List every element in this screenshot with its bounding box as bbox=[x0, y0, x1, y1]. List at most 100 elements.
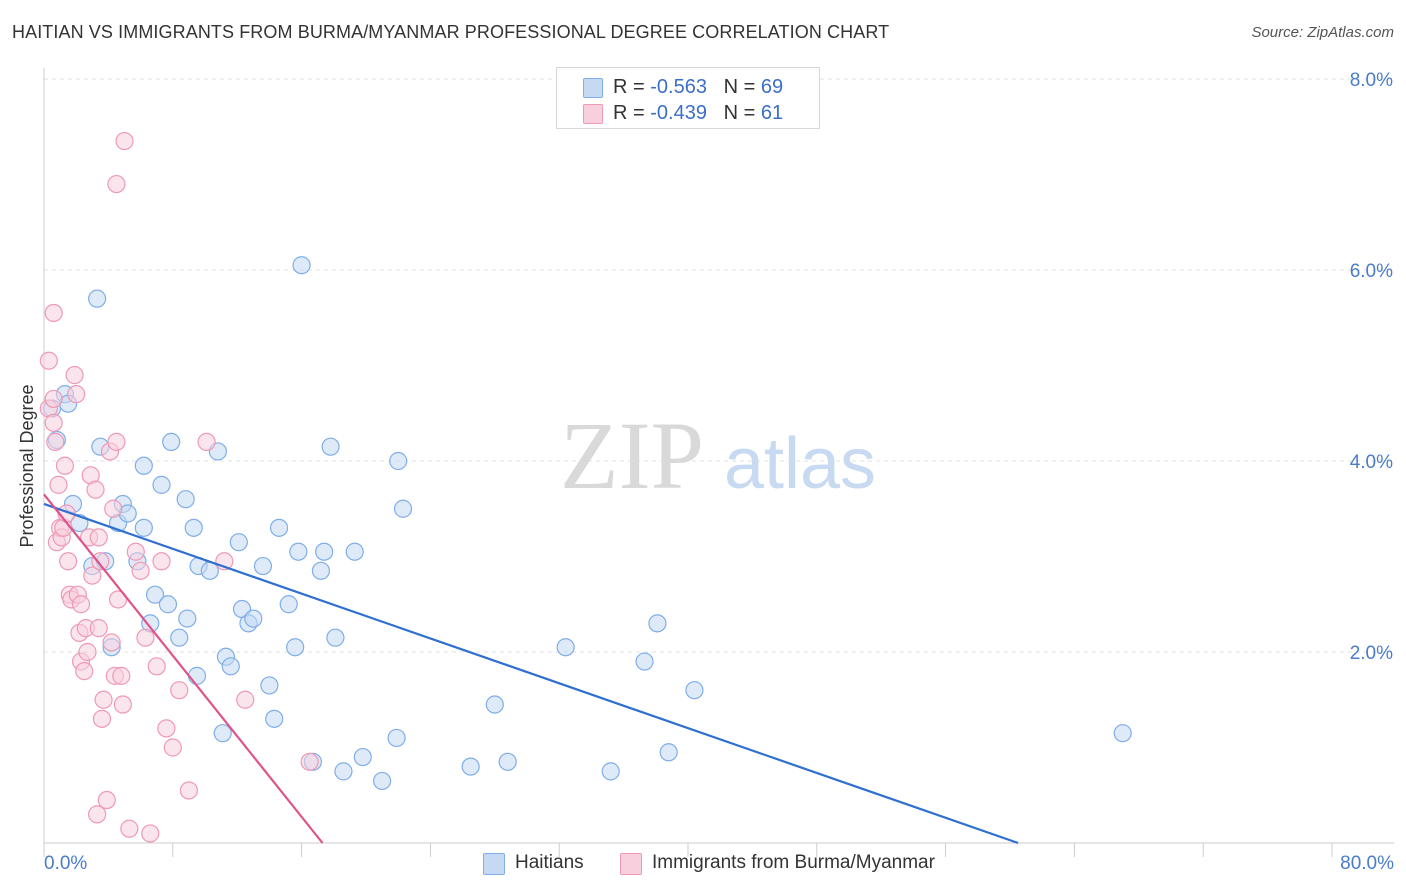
point-burma-13[interactable] bbox=[59, 552, 78, 571]
point-burma-51[interactable] bbox=[147, 657, 166, 676]
point-haitians-39[interactable] bbox=[265, 709, 284, 728]
n-value: 69 bbox=[760, 76, 784, 98]
point-burma-31[interactable] bbox=[89, 528, 108, 547]
point-burma-47[interactable] bbox=[126, 542, 145, 561]
point-burma-3[interactable] bbox=[44, 303, 63, 323]
point-burma-40[interactable] bbox=[107, 174, 126, 194]
point-haitians-65[interactable] bbox=[685, 681, 704, 700]
point-haitians-26[interactable] bbox=[187, 666, 207, 685]
series-swatch-burma bbox=[620, 853, 642, 875]
point-haitians-50[interactable] bbox=[334, 762, 353, 781]
point-haitians-42[interactable] bbox=[286, 638, 305, 657]
point-burma-30[interactable] bbox=[89, 619, 108, 638]
point-haitians-52[interactable] bbox=[353, 747, 372, 767]
point-haitians-48[interactable] bbox=[321, 437, 340, 456]
point-haitians-66[interactable] bbox=[1113, 724, 1132, 743]
point-haitians-25[interactable] bbox=[184, 518, 203, 537]
point-haitians-20[interactable] bbox=[158, 595, 178, 614]
point-haitians-59[interactable] bbox=[498, 752, 517, 771]
point-haitians-44[interactable] bbox=[292, 256, 311, 275]
point-burma-45[interactable] bbox=[115, 131, 134, 151]
y-tick-label: 8.0% bbox=[1350, 70, 1393, 91]
point-haitians-54[interactable] bbox=[387, 728, 406, 748]
point-haitians-57[interactable] bbox=[461, 757, 480, 776]
point-burma-59[interactable] bbox=[236, 690, 255, 709]
point-haitians-30[interactable] bbox=[213, 724, 232, 743]
point-burma-43[interactable] bbox=[112, 666, 131, 685]
point-haitians-49[interactable] bbox=[326, 628, 345, 647]
legend-row-haitians: R = -0.563 N = 69 bbox=[583, 76, 783, 100]
point-haitians-16[interactable] bbox=[134, 456, 153, 475]
point-haitians-64[interactable] bbox=[659, 743, 678, 762]
point-haitians-24[interactable] bbox=[178, 609, 197, 628]
point-burma-37[interactable] bbox=[102, 633, 121, 652]
point-burma-48[interactable] bbox=[131, 561, 150, 580]
point-haitians-55[interactable] bbox=[389, 451, 408, 471]
point-burma-57[interactable] bbox=[197, 432, 216, 451]
point-haitians-7[interactable] bbox=[88, 289, 107, 308]
point-burma-32[interactable] bbox=[91, 552, 110, 571]
point-burma-41[interactable] bbox=[107, 432, 126, 451]
point-burma-22[interactable] bbox=[75, 661, 94, 681]
trend-line-burma bbox=[43, 493, 324, 844]
point-burma-0[interactable] bbox=[39, 351, 58, 370]
point-burma-55[interactable] bbox=[170, 681, 189, 700]
point-haitians-60[interactable] bbox=[556, 638, 575, 657]
r-value: -0.439 bbox=[650, 102, 707, 124]
point-haitians-15[interactable] bbox=[134, 518, 153, 537]
point-haitians-58[interactable] bbox=[485, 695, 504, 714]
point-haitians-40[interactable] bbox=[269, 518, 289, 537]
point-burma-46[interactable] bbox=[120, 819, 139, 838]
point-haitians-22[interactable] bbox=[170, 628, 189, 647]
n-label: N = bbox=[723, 102, 761, 124]
point-burma-11[interactable] bbox=[55, 456, 75, 475]
point-burma-53[interactable] bbox=[157, 719, 176, 738]
point-haitians-32[interactable] bbox=[221, 657, 240, 676]
point-burma-20[interactable] bbox=[71, 595, 91, 614]
point-burma-38[interactable] bbox=[104, 499, 123, 518]
point-haitians-53[interactable] bbox=[373, 771, 392, 791]
point-burma-29[interactable] bbox=[88, 805, 107, 824]
source-label: Source: ZipAtlas.com bbox=[1251, 24, 1394, 41]
point-haitians-23[interactable] bbox=[176, 490, 195, 509]
y-axis-label: Professional Degree bbox=[17, 384, 37, 547]
point-haitians-61[interactable] bbox=[601, 762, 620, 781]
point-burma-52[interactable] bbox=[152, 552, 171, 571]
point-burma-33[interactable] bbox=[92, 709, 112, 728]
point-burma-56[interactable] bbox=[179, 781, 198, 800]
point-haitians-36[interactable] bbox=[244, 609, 263, 628]
point-haitians-18[interactable] bbox=[145, 585, 165, 604]
point-burma-7[interactable] bbox=[49, 475, 68, 494]
point-burma-16[interactable] bbox=[65, 365, 84, 385]
point-haitians-51[interactable] bbox=[345, 542, 364, 561]
point-haitians-21[interactable] bbox=[162, 432, 181, 451]
point-burma-4[interactable] bbox=[44, 413, 63, 432]
point-haitians-41[interactable] bbox=[279, 595, 298, 614]
point-haitians-38[interactable] bbox=[260, 676, 279, 695]
point-haitians-46[interactable] bbox=[311, 561, 331, 580]
point-burma-44[interactable] bbox=[113, 695, 132, 714]
point-haitians-63[interactable] bbox=[648, 614, 667, 633]
point-haitians-43[interactable] bbox=[289, 542, 308, 561]
point-burma-34[interactable] bbox=[94, 690, 113, 709]
point-burma-2[interactable] bbox=[44, 389, 63, 409]
axes-layer bbox=[43, 68, 1394, 857]
point-haitians-19[interactable] bbox=[152, 475, 171, 494]
point-haitians-56[interactable] bbox=[393, 499, 413, 518]
point-burma-27[interactable] bbox=[83, 566, 102, 585]
point-burma-17[interactable] bbox=[67, 385, 86, 404]
points-layer bbox=[39, 131, 1132, 843]
point-haitians-47[interactable] bbox=[315, 542, 334, 561]
point-burma-60[interactable] bbox=[300, 752, 319, 771]
point-burma-49[interactable] bbox=[136, 628, 155, 647]
point-burma-50[interactable] bbox=[141, 824, 160, 843]
point-burma-35[interactable] bbox=[97, 790, 116, 810]
point-burma-24[interactable] bbox=[78, 642, 97, 662]
point-haitians-33[interactable] bbox=[229, 533, 248, 552]
point-burma-54[interactable] bbox=[163, 738, 182, 757]
point-burma-28[interactable] bbox=[86, 480, 105, 499]
point-burma-5[interactable] bbox=[46, 432, 65, 451]
point-haitians-62[interactable] bbox=[635, 652, 654, 671]
point-haitians-37[interactable] bbox=[253, 556, 273, 576]
n-value: 61 bbox=[760, 102, 784, 124]
